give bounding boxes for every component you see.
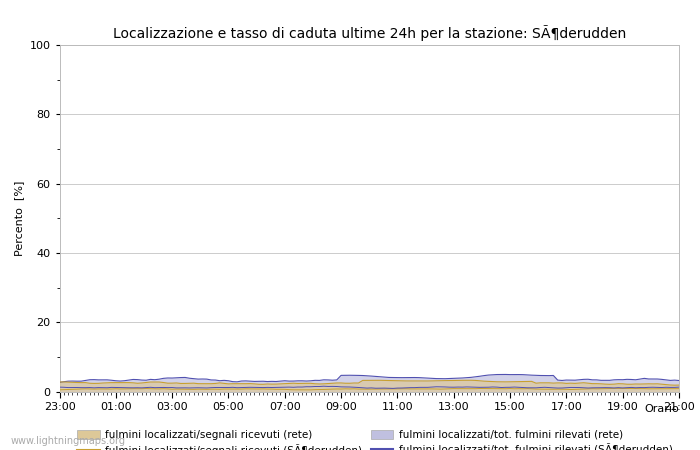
Title: Localizzazione e tasso di caduta ultime 24h per la stazione: SÃ¶derudden: Localizzazione e tasso di caduta ultime … — [113, 25, 626, 41]
Text: Orario: Orario — [644, 404, 679, 414]
Text: www.lightningmaps.org: www.lightningmaps.org — [10, 436, 125, 446]
Legend: fulmini localizzati/segnali ricevuti (rete), fulmini localizzati/segnali ricevut: fulmini localizzati/segnali ricevuti (re… — [77, 430, 673, 450]
Y-axis label: Percento  [%]: Percento [%] — [14, 180, 24, 256]
